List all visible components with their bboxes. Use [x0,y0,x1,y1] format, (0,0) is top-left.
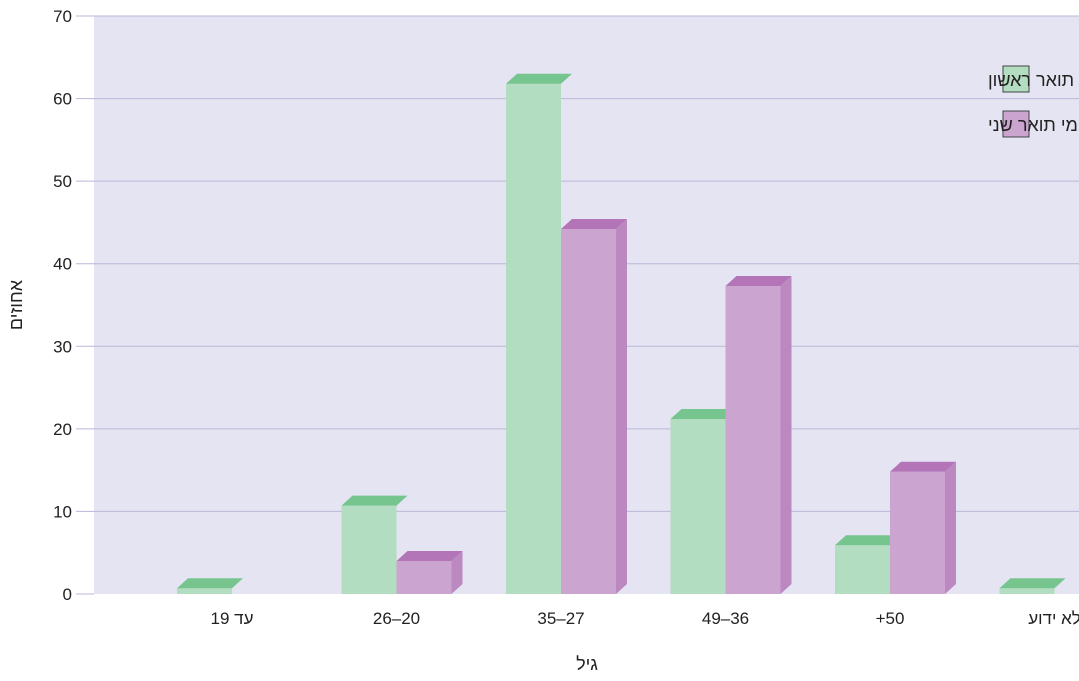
bar [670,408,737,594]
bar-front [561,229,616,594]
bar [177,578,243,594]
x-axis-ticks: עד 19 26–20 35–27 49–36 +50 לא ידוע [211,609,1079,628]
x-tick-label: 49–36 [702,609,749,628]
x-axis-title: גיל [576,654,598,674]
y-tick-label: 60 [53,90,72,109]
bar-front [835,545,890,594]
bar-top [670,408,737,419]
x-tick-label: 26–20 [373,609,420,628]
y-tick-label: 30 [53,337,72,356]
legend-swatch [1002,65,1030,93]
bar [561,219,627,594]
bar-top [396,550,463,561]
bar-top [999,578,1066,589]
bar-top [890,461,956,472]
x-tick-label: 35–27 [537,609,584,628]
bar-side [780,276,792,594]
bar-front [396,560,452,594]
bars [177,73,1066,595]
bar [506,73,572,595]
bar-front [506,83,561,595]
bar-side [451,550,463,594]
y-tick-label: 40 [53,255,72,274]
x-tick-label: עד 19 [211,609,254,628]
bar-top [506,73,572,84]
bar-top [725,276,792,287]
x-tick-label: +50 [876,609,905,628]
bar-front [890,471,945,594]
y-tick-label: 20 [53,420,72,439]
bar [999,578,1066,594]
bar-front [725,286,781,594]
bar-top [341,495,408,506]
bar [835,535,901,594]
y-tick-label: 0 [63,585,72,604]
legend: בוגרי תואר ראשון מסיימי תואר שני [988,65,1079,138]
bar-side [945,461,956,594]
legend-label: בוגרי תואר ראשון [988,70,1079,90]
bar-top [177,578,243,589]
bar-front [341,505,397,594]
bar-side [616,219,627,594]
bar-front [177,588,232,594]
legend-swatch [1002,110,1030,138]
y-axis-title: אחוזים [6,279,26,330]
x-tick-label: לא ידוע [1028,609,1079,628]
bar-front [999,588,1055,594]
y-axis-ticks: 0 10 20 30 40 50 60 70 [53,7,94,604]
legend-label: מסיימי תואר שני [988,115,1079,135]
y-tick-label: 10 [53,502,72,521]
bar [396,550,463,594]
bar-top [835,535,901,546]
bar [725,276,792,594]
bar [341,495,408,594]
y-tick-label: 70 [53,7,72,26]
bar [890,461,956,594]
bar-top [561,219,627,230]
bar-front [670,418,726,594]
y-tick-label: 50 [53,172,72,191]
